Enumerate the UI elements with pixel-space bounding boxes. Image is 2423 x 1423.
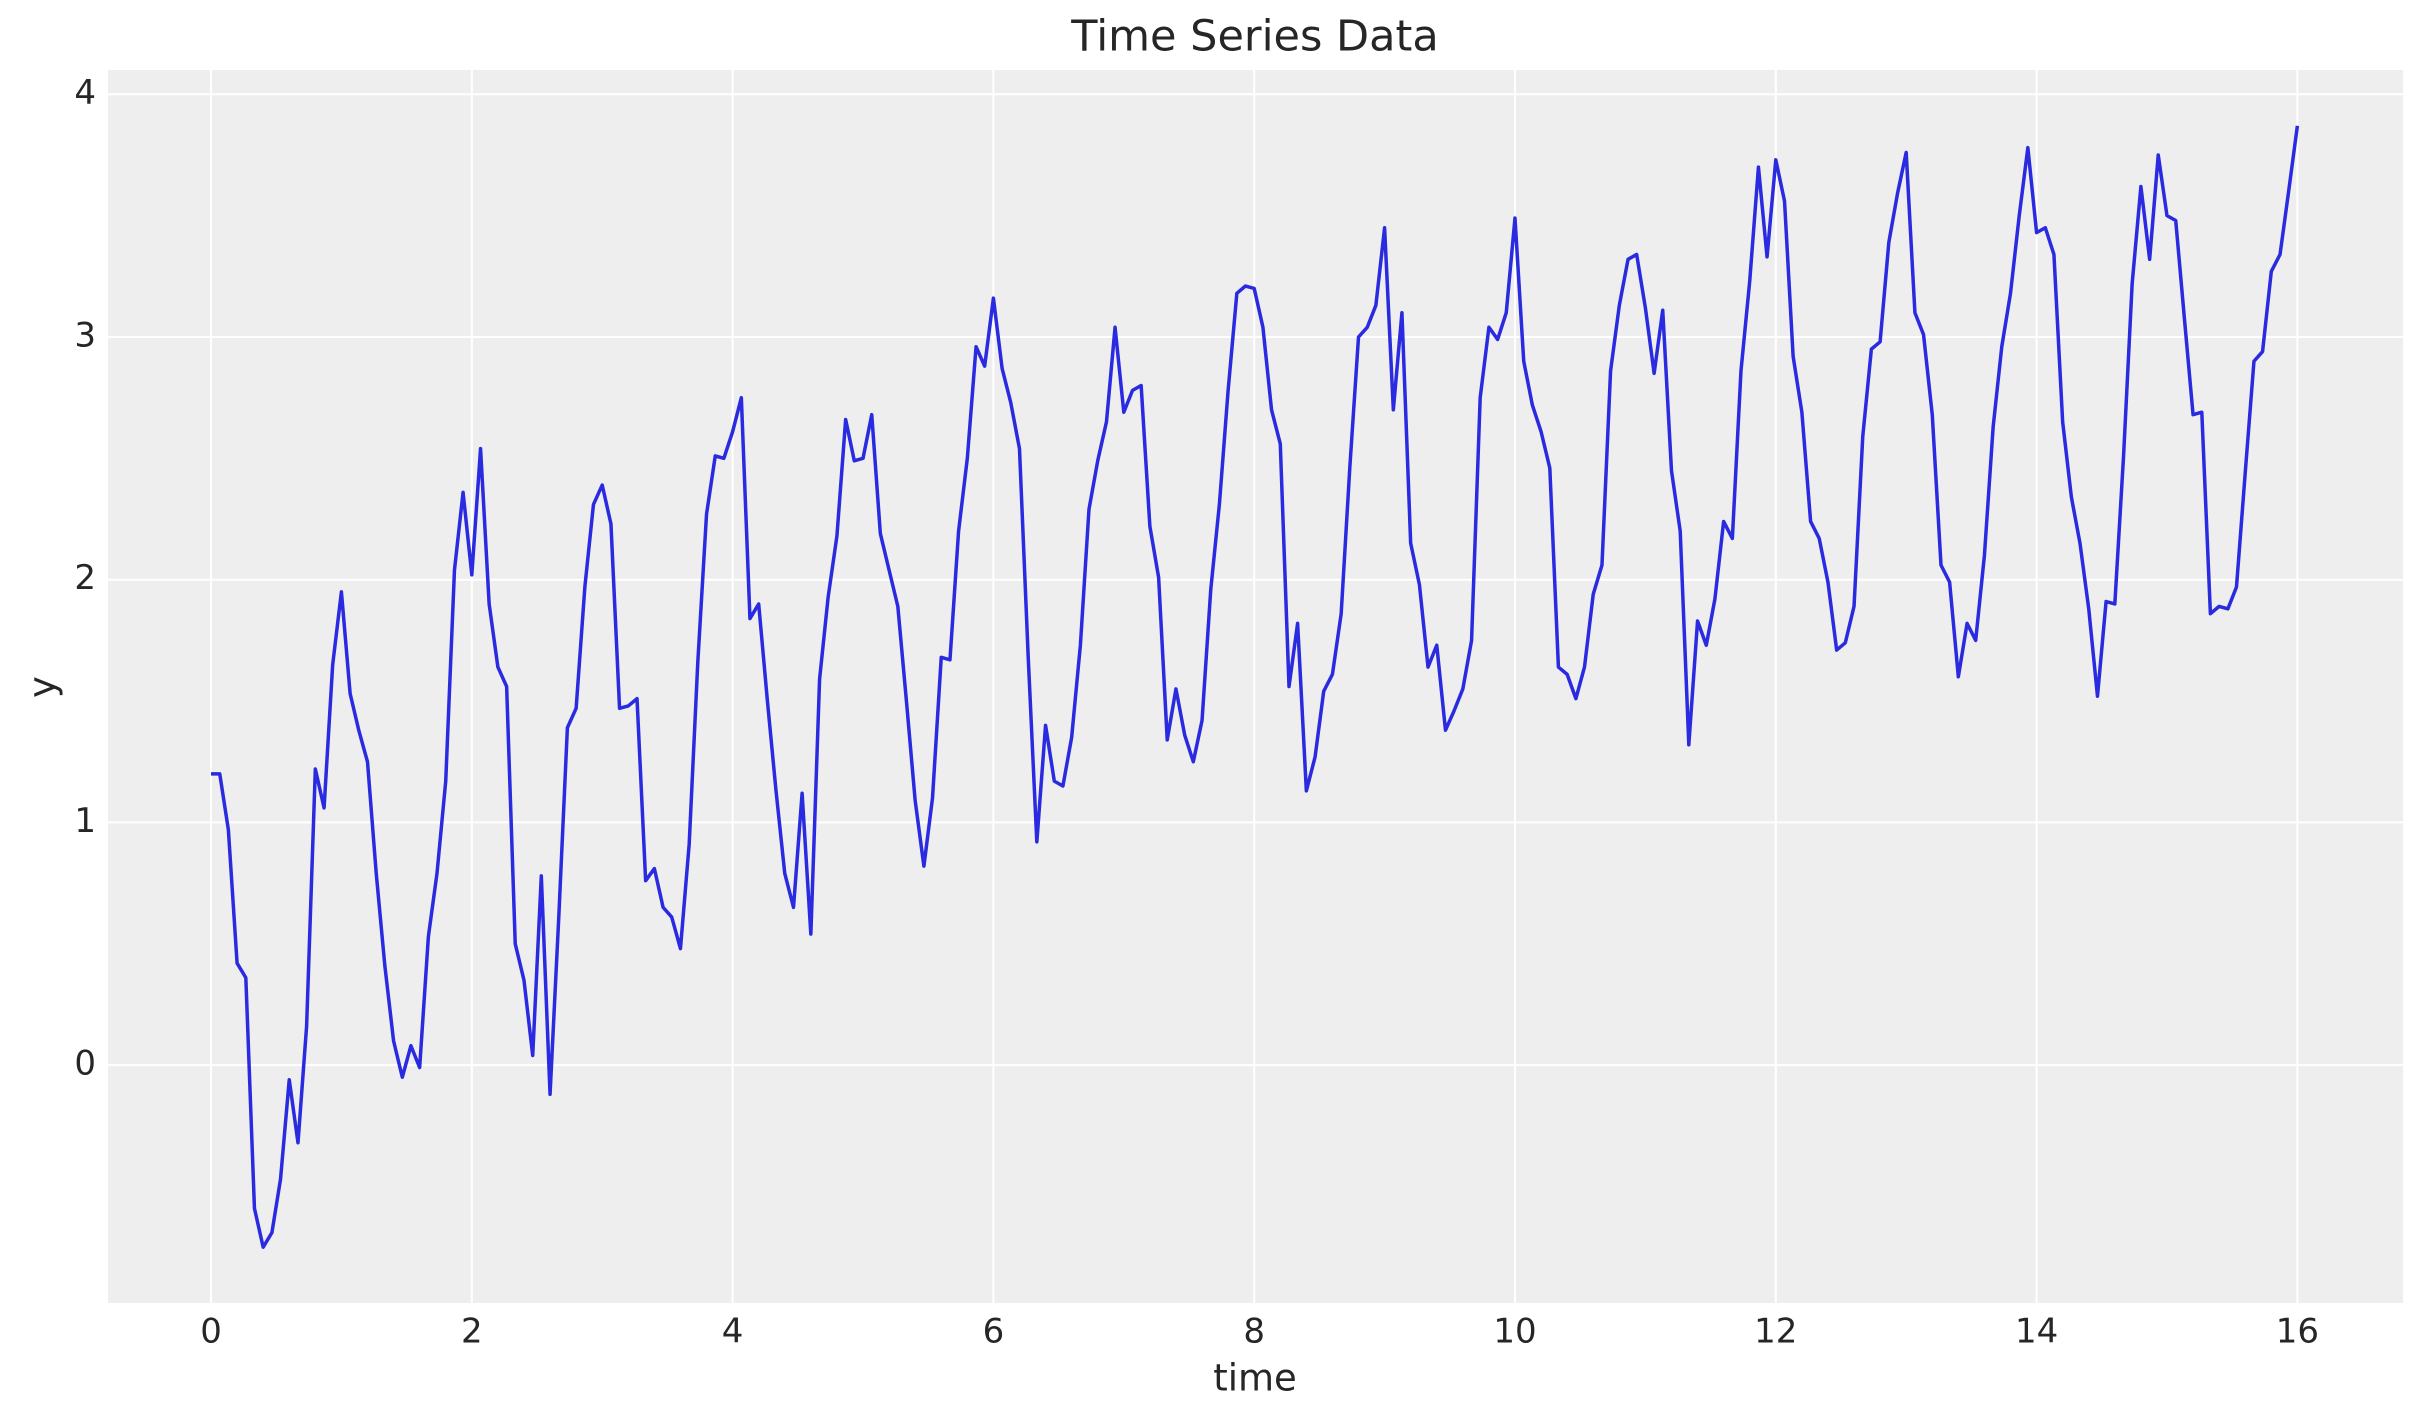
- y-tick-label: 2: [74, 558, 96, 598]
- y-tick-label: 3: [74, 315, 96, 355]
- grid: [108, 70, 2403, 1303]
- x-tick-label: 2: [461, 1312, 483, 1352]
- x-tick-label: 0: [200, 1312, 222, 1352]
- x-tick-label: 8: [1243, 1312, 1265, 1352]
- x-axis-label: time: [1213, 1357, 1297, 1400]
- x-tick-label: 12: [1754, 1312, 1797, 1352]
- plot-background: [108, 70, 2403, 1303]
- marks: [211, 125, 2300, 1249]
- x-tick-label: 4: [722, 1312, 744, 1352]
- x-tick-label: 10: [1493, 1312, 1536, 1352]
- x-tick-label: 16: [2276, 1312, 2319, 1352]
- x-tick-label: 6: [983, 1312, 1005, 1352]
- y-axis-label: y: [21, 676, 64, 698]
- chart-title: Time Series Data: [1070, 12, 1438, 62]
- data-line: [211, 125, 2300, 1249]
- y-tick-label: 0: [74, 1044, 96, 1084]
- x-tick-label: 14: [2015, 1312, 2058, 1352]
- y-tick-label: 4: [74, 73, 96, 113]
- y-tick-label: 1: [74, 801, 96, 841]
